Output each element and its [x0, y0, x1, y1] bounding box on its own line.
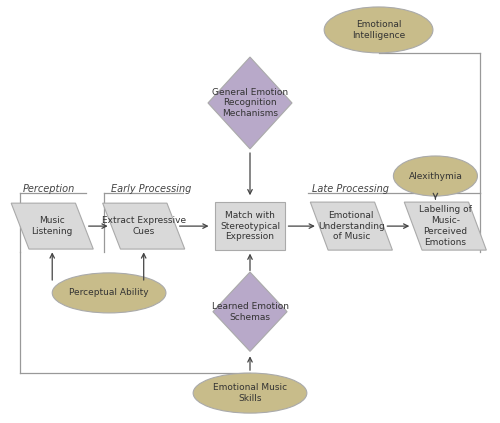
Text: Labelling of
Music-
Perceived
Emotions: Labelling of Music- Perceived Emotions	[419, 206, 472, 247]
Polygon shape	[11, 203, 94, 249]
Text: General Emotion
Recognition
Mechanisms: General Emotion Recognition Mechanisms	[212, 88, 288, 118]
Text: Learned Emotion
Schemas: Learned Emotion Schemas	[212, 302, 288, 321]
Polygon shape	[404, 202, 486, 250]
Polygon shape	[208, 57, 292, 149]
Text: Early Processing: Early Processing	[110, 184, 191, 194]
Ellipse shape	[193, 373, 307, 413]
Ellipse shape	[324, 7, 433, 53]
Text: Music
Listening: Music Listening	[32, 216, 73, 236]
Text: Match with
Stereotypical
Expression: Match with Stereotypical Expression	[220, 211, 280, 242]
Text: Perception: Perception	[22, 184, 75, 194]
Polygon shape	[213, 272, 287, 352]
Text: Extract Expressive
Cues: Extract Expressive Cues	[102, 216, 186, 236]
Text: Emotional
Understanding
of Music: Emotional Understanding of Music	[318, 211, 384, 242]
Polygon shape	[102, 203, 184, 249]
Text: Perceptual Ability: Perceptual Ability	[70, 288, 149, 297]
Text: Emotional Music
Skills: Emotional Music Skills	[213, 383, 287, 403]
Text: Emotional
Intelligence: Emotional Intelligence	[352, 20, 405, 40]
Polygon shape	[310, 202, 392, 250]
Ellipse shape	[52, 273, 166, 313]
Text: Late Processing: Late Processing	[312, 184, 389, 194]
Ellipse shape	[394, 156, 477, 196]
Text: Alexithymia: Alexithymia	[408, 171, 463, 181]
Polygon shape	[216, 202, 284, 250]
